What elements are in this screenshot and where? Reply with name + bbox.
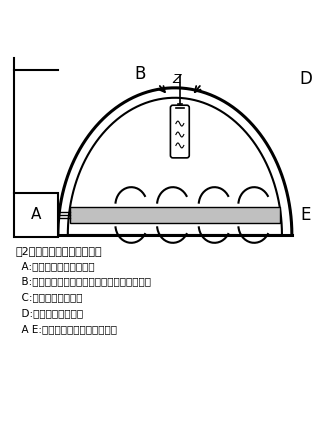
- Text: 図2　紫外線照射装置の概要: 図2 紫外線照射装置の概要: [15, 246, 102, 256]
- Text: B:紫外線源（水銀ランプか発光ダイオード）: B:紫外線源（水銀ランプか発光ダイオード）: [15, 276, 151, 287]
- FancyBboxPatch shape: [171, 105, 189, 158]
- Bar: [14, 193, 58, 238]
- Bar: [70, 207, 280, 223]
- Text: A: A: [31, 208, 41, 223]
- Text: Z: Z: [172, 73, 181, 86]
- Text: D: D: [299, 70, 312, 88]
- Text: A:電源と撹拌用動力装置: A:電源と撹拌用動力装置: [15, 261, 95, 270]
- Text: A E:飼料出し入れ口（開閉式）: A E:飼料出し入れ口（開閉式）: [15, 324, 117, 334]
- Text: B: B: [134, 65, 146, 83]
- Text: E: E: [301, 206, 311, 224]
- Text: D:ドーム状遷蔽円筒: D:ドーム状遷蔽円筒: [15, 309, 83, 318]
- Text: C: C: [169, 140, 181, 158]
- Text: C:撹拌子（着脱式）: C:撹拌子（着脱式）: [15, 292, 83, 303]
